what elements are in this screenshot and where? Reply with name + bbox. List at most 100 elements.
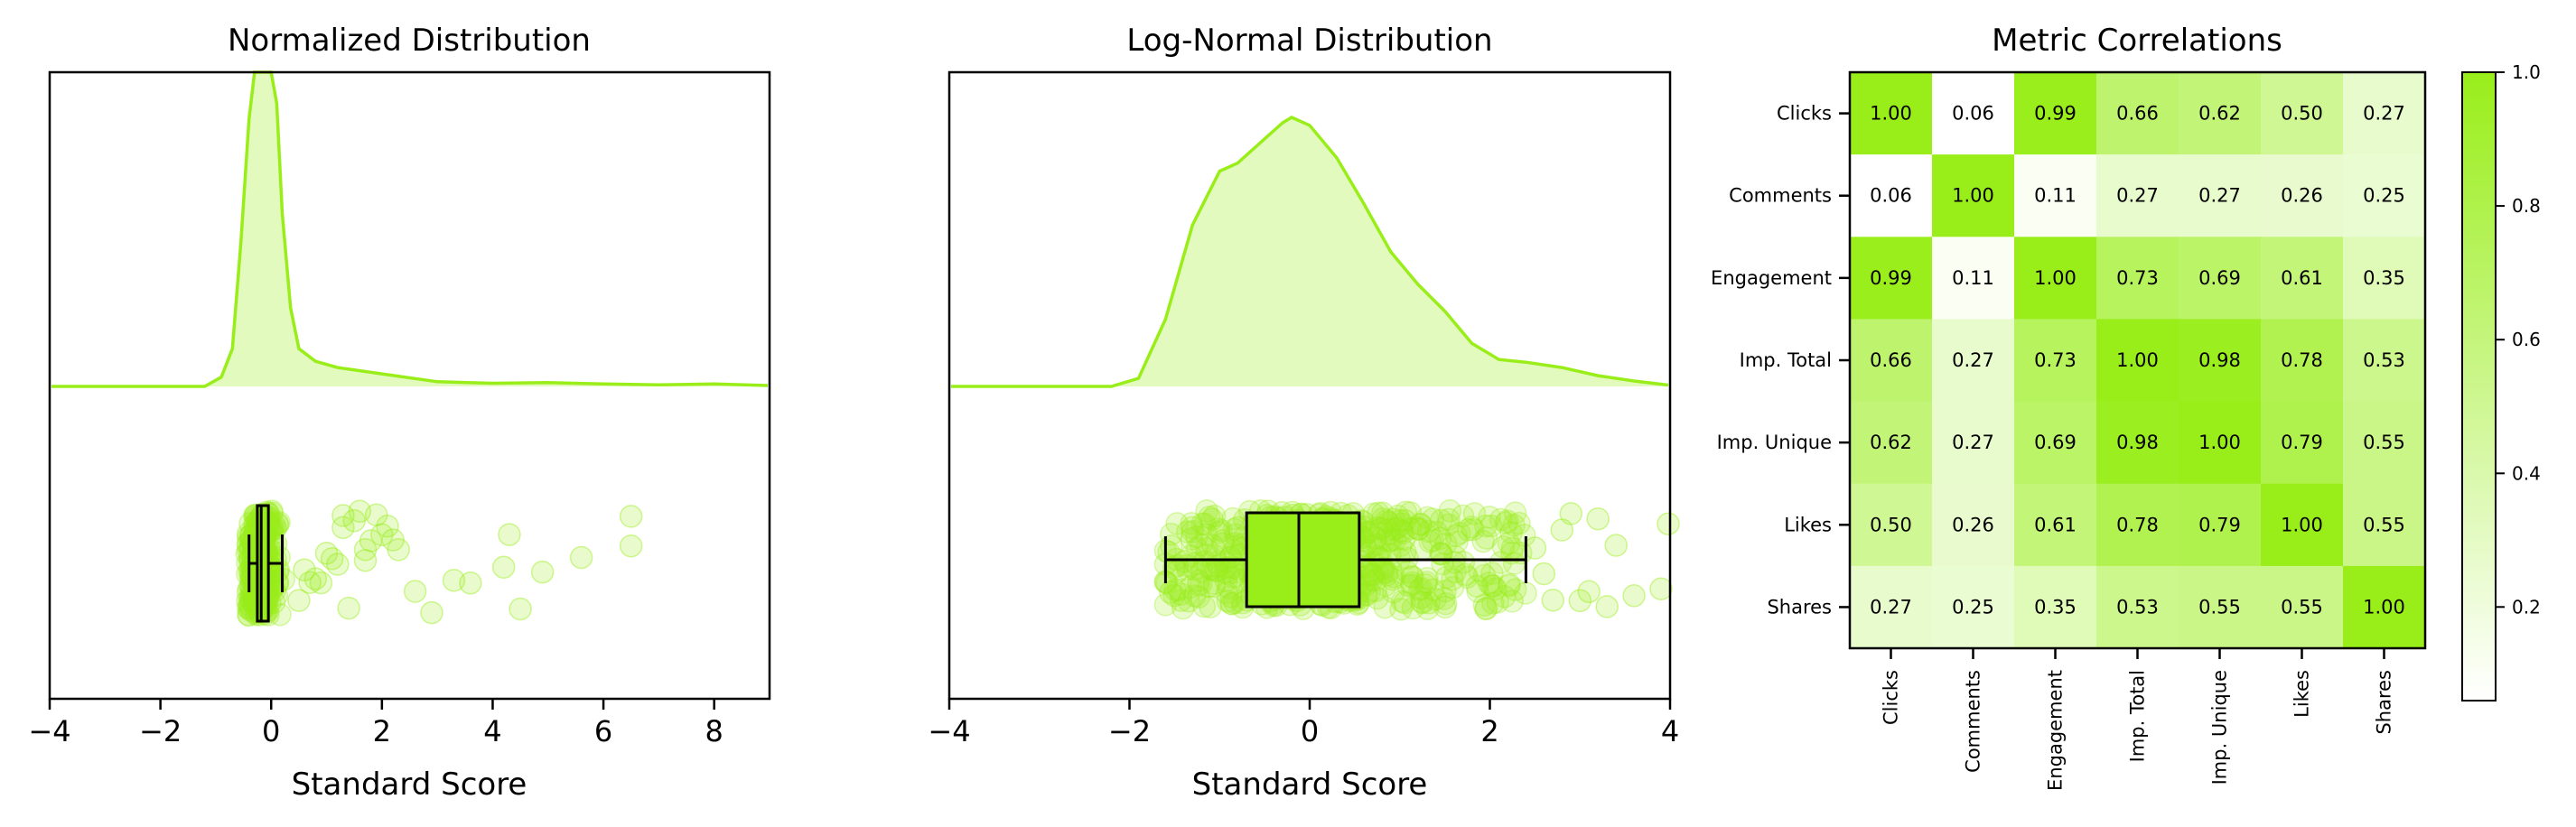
heatmap-cell-label: 0.50 [1870, 514, 1912, 535]
data-point [1216, 562, 1239, 586]
data-point [1456, 518, 1480, 542]
data-point [1366, 586, 1389, 610]
heatmap-cell [2261, 72, 2344, 155]
data-point [1171, 596, 1195, 620]
data-point [1221, 555, 1245, 580]
data-point [1401, 596, 1425, 620]
data-point [1503, 501, 1527, 525]
data-point [1370, 556, 1395, 581]
data-point [1213, 561, 1237, 584]
data-point [1214, 569, 1238, 593]
data-point [1207, 554, 1230, 578]
heatmap-cell-label: 0.69 [2034, 432, 2077, 453]
data-point [1377, 529, 1401, 553]
colorbar-gradient [2461, 71, 2497, 702]
data-point [1163, 578, 1187, 601]
outlier-point [403, 580, 427, 603]
panel-2-boxplot-group [1163, 511, 1527, 609]
heatmap-cell [1850, 401, 1933, 485]
heatmap-cell-label: 0.62 [1870, 432, 1912, 453]
heatmap-cell-label: 0.55 [2363, 432, 2405, 453]
data-point [1189, 572, 1213, 596]
x-tick-label: 0 [1301, 714, 1319, 748]
outlier-point [491, 555, 516, 579]
data-point [1367, 501, 1390, 525]
data-point [1181, 520, 1205, 544]
data-point [1460, 516, 1483, 539]
data-point [1436, 513, 1461, 536]
heatmap-cell [2096, 319, 2179, 403]
data-point [1492, 585, 1517, 609]
outlier-point [331, 516, 355, 540]
outlier-point [364, 503, 388, 526]
heatmap-cell-label: 0.66 [2116, 103, 2159, 125]
heatmap-cell [2343, 483, 2426, 567]
data-point [272, 568, 296, 591]
data-point [1210, 532, 1235, 556]
heatmap-cell-label: 0.27 [1870, 596, 1912, 618]
heatmap-cell-label: 0.78 [2116, 514, 2159, 535]
heatmap-cell-label: 0.27 [2198, 185, 2241, 207]
x-tick-label: −4 [28, 714, 70, 748]
data-point [1425, 520, 1449, 544]
heatmap-cell-label: 0.50 [2281, 103, 2323, 125]
data-point [1366, 516, 1389, 540]
data-point [1153, 593, 1178, 617]
outlier-point [303, 567, 328, 590]
data-point [1371, 561, 1395, 584]
panel-1-density-group [51, 70, 769, 388]
data-point [1393, 540, 1417, 563]
outlier-point [348, 499, 372, 524]
heatmap-y-tick-label: Likes [1784, 514, 1832, 535]
data-point [1393, 508, 1417, 533]
heatmap-y-tick-label: Clicks [1777, 103, 1832, 125]
colorbar-tick-label: 1.0 [2512, 61, 2541, 83]
outlier-point [353, 537, 378, 562]
outlier-point [287, 589, 311, 612]
panel-2-title: Log-Normal Distribution [1126, 23, 1492, 59]
heatmap-cell-label: 0.25 [1952, 596, 1994, 618]
heatmap-cell [2261, 401, 2344, 485]
data-point [1199, 595, 1222, 618]
data-point [1400, 565, 1424, 589]
data-point [1415, 506, 1440, 530]
outlier-point [381, 528, 405, 552]
data-point [1185, 525, 1209, 549]
data-point [1480, 562, 1504, 585]
data-point [1220, 592, 1245, 616]
data-point [1367, 546, 1391, 570]
data-point [1393, 590, 1416, 615]
data-point [1172, 550, 1197, 573]
outlier-point [314, 542, 339, 565]
data-point [1466, 580, 1489, 603]
outlier-point [442, 569, 466, 592]
heatmap-cell-label: 0.55 [2198, 596, 2241, 618]
outlier-point [509, 597, 532, 621]
heatmap-cell-label: 0.99 [1870, 267, 1912, 289]
panel-2-x-ticks: −4 −2 0 2 4 [928, 699, 1679, 748]
data-point [1375, 560, 1398, 584]
data-point [1494, 511, 1518, 534]
heatmap-cell [2261, 483, 2344, 567]
heatmap-cell-label: 0.53 [2116, 596, 2159, 618]
data-point [1396, 573, 1420, 598]
outlier-point [1595, 595, 1619, 618]
x-tick-label: 2 [1480, 714, 1498, 748]
data-point [1205, 551, 1229, 574]
heatmap-cell [2014, 565, 2097, 649]
data-point [1503, 578, 1527, 601]
data-point [1187, 573, 1210, 597]
data-point [1211, 529, 1235, 553]
data-point [1190, 512, 1215, 536]
data-point [1369, 517, 1394, 541]
heatmap-cell [1850, 565, 1933, 649]
data-point [1363, 568, 1387, 592]
data-point [1409, 576, 1433, 600]
heatmap-cell-label: 0.11 [2034, 185, 2077, 207]
data-point [1169, 582, 1193, 606]
x-tick-label: −2 [1108, 714, 1151, 748]
heatmap-cell [2179, 72, 2262, 155]
data-point [1360, 562, 1385, 586]
data-point [1417, 591, 1441, 615]
data-point [1398, 516, 1423, 541]
